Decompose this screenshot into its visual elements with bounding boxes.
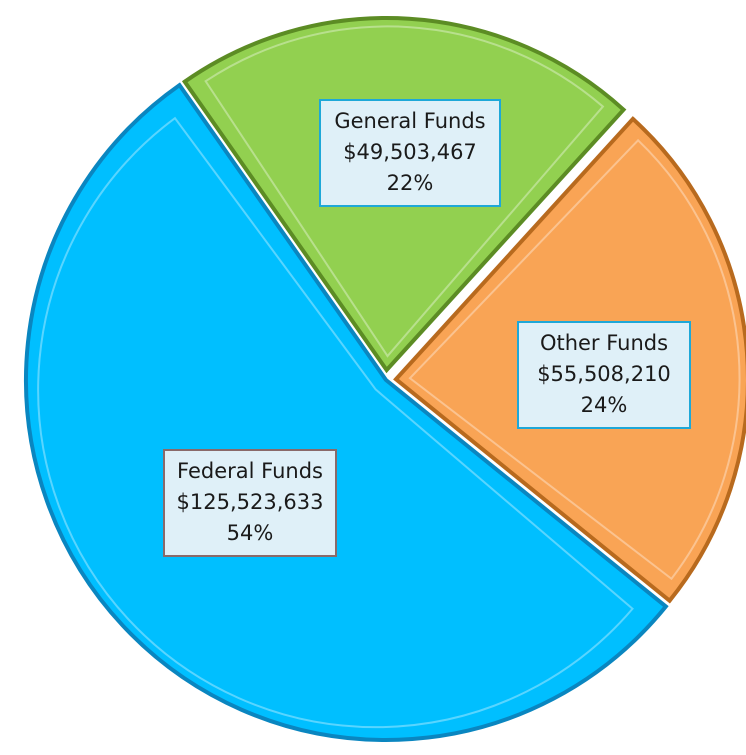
data-label-other-funds: Other Funds $55,508,210 24%: [517, 321, 691, 429]
pie-slice-bevel: [204, 25, 605, 358]
data-label-percent: 24%: [581, 393, 628, 417]
pie-slice-shape: [24, 82, 669, 742]
data-label-percent: 22%: [387, 171, 434, 195]
data-label-value: $49,503,467: [343, 140, 477, 164]
pie-slice-bevel: [37, 116, 634, 729]
data-label-federal-funds: Federal Funds $125,523,633 54%: [163, 449, 337, 557]
data-label-box: [517, 321, 691, 429]
pie-slice-federal-funds: [24, 82, 669, 742]
data-label-general-funds: General Funds $49,503,467 22%: [319, 99, 501, 207]
slice-labels: Federal Funds $125,523,633 54% Other Funds $…: [163, 99, 691, 557]
data-label-name: Federal Funds: [177, 459, 323, 483]
data-label-box: [319, 99, 501, 207]
data-label-value: $125,523,633: [177, 490, 324, 514]
data-label-percent: 54%: [227, 521, 274, 545]
data-label-box: [163, 449, 337, 557]
data-label-name: General Funds: [334, 109, 485, 133]
data-label-value: $55,508,210: [537, 362, 671, 386]
data-label-name: Other Funds: [540, 331, 668, 355]
pie-slice-bevel: [408, 138, 741, 581]
